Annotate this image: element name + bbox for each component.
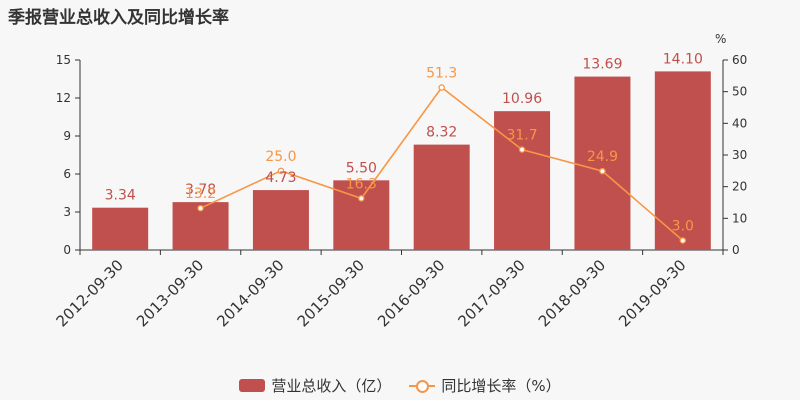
growth-point [599, 167, 606, 175]
bar [92, 207, 149, 250]
y-right-tick-label: 60 [732, 53, 747, 67]
bar-data-label: 8.32 [426, 125, 457, 141]
legend-line-swatch [409, 379, 436, 393]
bar-data-label: 3.34 [105, 188, 136, 204]
bar-data-label: 5.50 [346, 160, 377, 176]
y-right-unit: % [715, 32, 726, 46]
growth-data-label: 16.3 [346, 176, 377, 192]
x-tick-label: 2012-09-30 [53, 256, 127, 330]
y-right-tick-label: 20 [732, 180, 747, 194]
bar-data-label: 13.69 [582, 57, 622, 73]
y-left-tick-label: 9 [63, 129, 71, 143]
growth-data-label: 25.0 [265, 149, 296, 165]
y-left-tick-label: 0 [63, 243, 71, 257]
y-right-tick-label: 10 [732, 211, 747, 225]
growth-point [438, 84, 445, 91]
bar [574, 76, 631, 251]
legend-item-growth[interactable]: 同比增长率（%） [409, 375, 561, 396]
bar [413, 144, 470, 250]
bar-data-label: 4.73 [265, 170, 296, 186]
growth-point [679, 237, 687, 244]
growth-data-label: 24.9 [587, 149, 618, 165]
growth-point [277, 167, 285, 175]
chart-title: 季报营业总收入及同比增长率 [8, 8, 229, 28]
y-right-tick-label: 0 [732, 243, 740, 257]
x-tick-label: 2015-09-30 [294, 256, 368, 330]
x-tick-label: 2018-09-30 [535, 256, 609, 330]
growth-data-label: 31.7 [506, 128, 537, 144]
y-left-tick-label: 15 [56, 53, 71, 67]
y-right-tick-label: 40 [732, 116, 747, 130]
bar-data-label: 14.10 [663, 51, 703, 67]
x-tick-label: 2013-09-30 [133, 256, 207, 330]
y-right-tick-label: 50 [732, 85, 747, 99]
y-left-tick-label: 6 [63, 167, 71, 181]
growth-data-label: 3.0 [672, 219, 694, 235]
growth-point [358, 195, 365, 202]
y-left-tick-label: 3 [63, 205, 71, 219]
bar-data-label: 3.78 [185, 182, 216, 198]
growth-data-label: 51.3 [426, 66, 457, 82]
x-tick-label: 2017-09-30 [455, 256, 529, 330]
bar [654, 71, 711, 251]
bar-data-label: 10.96 [502, 91, 542, 107]
y-right-tick-label: 30 [732, 148, 747, 162]
bar [252, 190, 309, 250]
growth-data-label: 13.2 [185, 186, 216, 202]
legend-label-growth: 同比增长率（%） [441, 376, 561, 395]
legend-bar-swatch [239, 378, 266, 392]
x-tick-label: 2019-09-30 [615, 256, 689, 330]
y-left-tick-label: 12 [56, 91, 71, 105]
legend: 营业总收入（亿） 同比增长率（%） [0, 374, 800, 396]
legend-item-revenue[interactable]: 营业总收入（亿） [239, 375, 391, 396]
x-tick-label: 2016-09-30 [374, 256, 448, 330]
growth-point [197, 204, 204, 212]
growth-point [518, 146, 526, 153]
x-tick-label: 2014-09-30 [213, 256, 287, 330]
legend-label-revenue: 营业总收入（亿） [271, 376, 392, 395]
